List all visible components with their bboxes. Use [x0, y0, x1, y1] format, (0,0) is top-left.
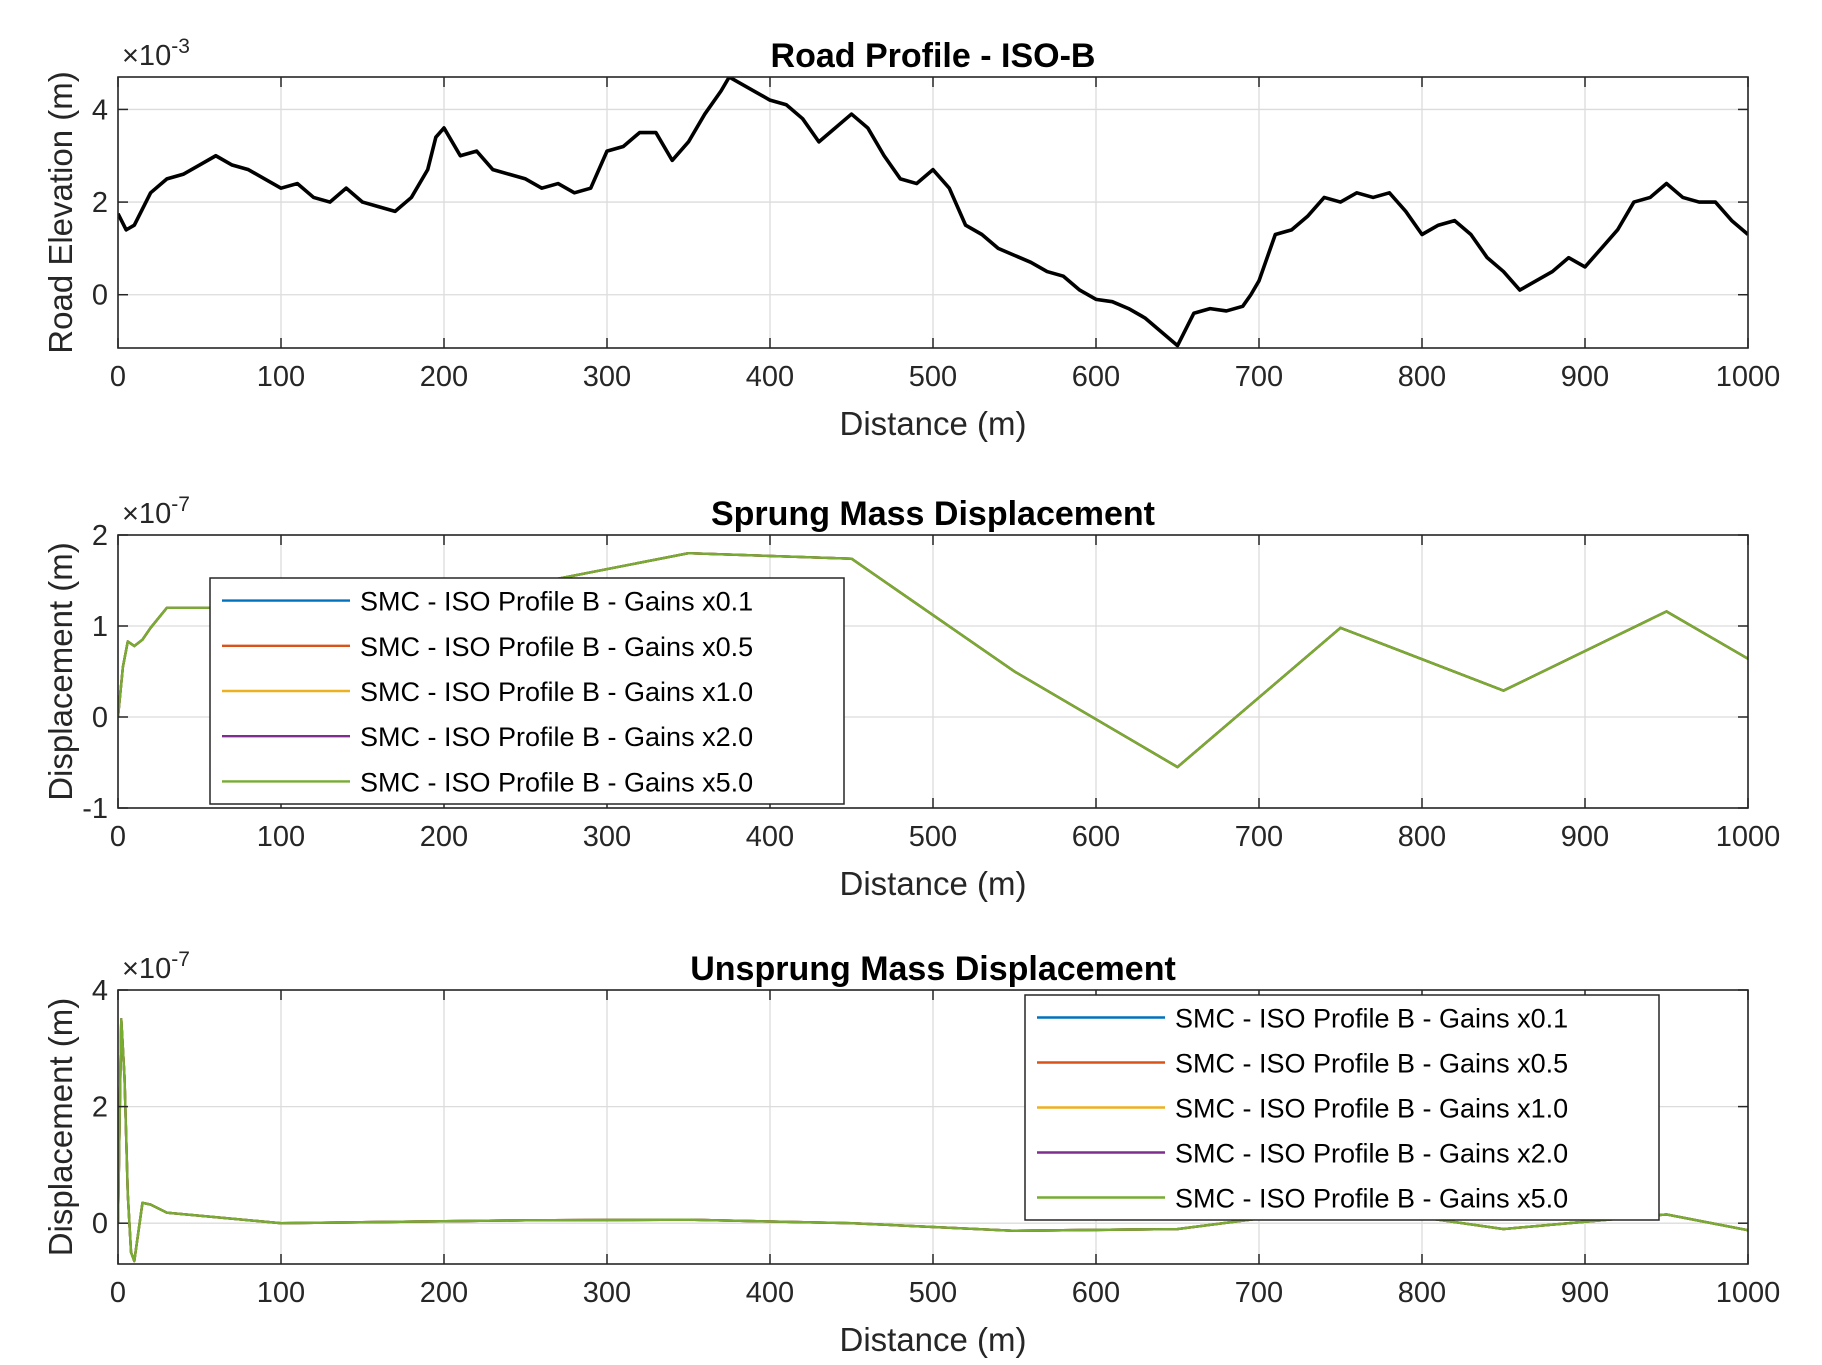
y-tick-label: -1: [82, 793, 108, 825]
chart-title: Unsprung Mass Displacement: [690, 950, 1176, 988]
x-tick-label: 800: [1398, 821, 1446, 853]
x-tick-label: 700: [1235, 1277, 1283, 1309]
x-tick-label: 100: [257, 821, 305, 853]
x-tick-label: 800: [1398, 1277, 1446, 1309]
x-axis-label: Distance (m): [839, 1321, 1026, 1358]
x-tick-label: 1000: [1716, 1277, 1781, 1309]
y-axis-label: Displacement (m): [42, 998, 79, 1257]
legend-label: SMC - ISO Profile B - Gains x5.0: [360, 767, 753, 797]
x-tick-label: 700: [1235, 361, 1283, 393]
road-profile-chart: 0 100 200 300 400 500 600 700 800 900 1000 0 2 4 Road…: [42, 35, 1780, 442]
y-axis-label: Displacement (m): [42, 542, 79, 801]
x-tick-label: 600: [1072, 1277, 1120, 1309]
legend-label: SMC - ISO Profile B - Gains x0.1: [1175, 1004, 1568, 1034]
y-tick-label: 0: [92, 280, 108, 312]
y-tick-label: 1: [92, 611, 108, 643]
x-tick-label: 0: [110, 361, 126, 393]
y-axis-exponent: ×10-7: [122, 948, 190, 985]
legend-label: SMC - ISO Profile B - Gains x5.0: [1175, 1184, 1568, 1214]
x-tick-label: 200: [420, 1277, 468, 1309]
y-axis-exponent: ×10-3: [122, 35, 190, 72]
legend: SMC - ISO Profile B - Gains x0.1 SMC - IS…: [209, 577, 845, 805]
y-tick-label: 0: [92, 702, 108, 734]
x-tick-label: 1000: [1716, 361, 1781, 393]
x-tick-label: 600: [1072, 361, 1120, 393]
y-tick-label: 2: [92, 1092, 108, 1124]
chart-title: Road Profile - ISO-B: [771, 37, 1096, 75]
x-tick-label: 300: [583, 361, 631, 393]
x-tick-label: 500: [909, 821, 957, 853]
y-tick-label: 4: [92, 94, 108, 126]
x-tick-label: 900: [1561, 1277, 1609, 1309]
x-tick-label: 900: [1561, 361, 1609, 393]
y-tick-label: 2: [92, 520, 108, 552]
x-tick-label: 700: [1235, 821, 1283, 853]
x-tick-label: 0: [110, 1277, 126, 1309]
legend: SMC - ISO Profile B - Gains x0.1 SMC - IS…: [1024, 994, 1660, 1221]
x-tick-label: 200: [420, 821, 468, 853]
x-tick-label: 0: [110, 821, 126, 853]
legend-label: SMC - ISO Profile B - Gains x0.1: [360, 587, 753, 617]
x-tick-label: 200: [420, 361, 468, 393]
x-axis-label: Distance (m): [839, 865, 1026, 902]
y-tick-label: 0: [92, 1208, 108, 1240]
unsprung-mass-chart: 0 100 200 300 400 500 600 700 800 900 1000 0 2 4 Unsp…: [42, 948, 1780, 1358]
x-tick-label: 600: [1072, 821, 1120, 853]
x-tick-label: 400: [746, 361, 794, 393]
legend-label: SMC - ISO Profile B - Gains x1.0: [1175, 1094, 1568, 1124]
y-tick-label: 2: [92, 187, 108, 219]
y-axis-label: Road Elevation (m): [42, 71, 79, 353]
x-tick-label: 1000: [1716, 821, 1781, 853]
legend-label: SMC - ISO Profile B - Gains x1.0: [360, 677, 753, 707]
y-axis-exponent: ×10-7: [122, 493, 190, 530]
x-axis-label: Distance (m): [839, 405, 1026, 442]
x-tick-label: 300: [583, 821, 631, 853]
x-tick-label: 400: [746, 821, 794, 853]
series-line-1: [118, 77, 1748, 348]
x-tick-label: 100: [257, 361, 305, 393]
chart-title: Sprung Mass Displacement: [711, 495, 1155, 533]
y-tick-label: 4: [92, 975, 108, 1007]
legend-label: SMC - ISO Profile B - Gains x2.0: [1175, 1139, 1568, 1169]
x-tick-label: 400: [746, 1277, 794, 1309]
x-tick-label: 500: [909, 361, 957, 393]
x-tick-label: 900: [1561, 821, 1609, 853]
legend-label: SMC - ISO Profile B - Gains x2.0: [360, 722, 753, 752]
legend-label: SMC - ISO Profile B - Gains x0.5: [360, 632, 753, 662]
x-tick-label: 100: [257, 1277, 305, 1309]
x-tick-label: 800: [1398, 361, 1446, 393]
legend-label: SMC - ISO Profile B - Gains x0.5: [1175, 1049, 1568, 1079]
x-tick-label: 500: [909, 1277, 957, 1309]
x-tick-label: 300: [583, 1277, 631, 1309]
